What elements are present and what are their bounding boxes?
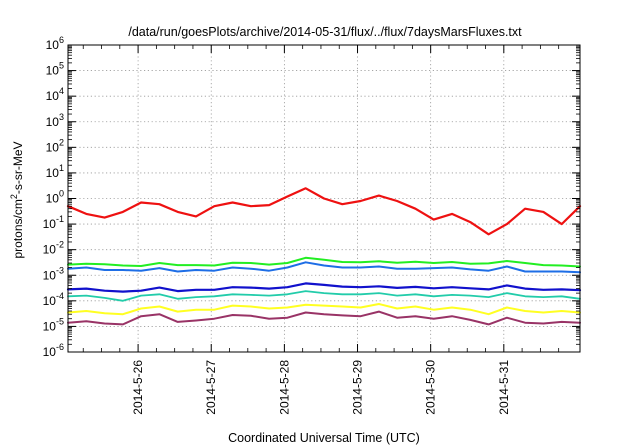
x-tick-label: 2014-5-27 — [204, 360, 218, 415]
y-tick-label: 10-6 — [43, 342, 64, 359]
grid — [68, 45, 580, 352]
x-tick-label: 2014-5-29 — [351, 360, 365, 415]
y-tick-label: 10-3 — [43, 265, 64, 282]
y-tick-label: 106 — [46, 35, 64, 52]
x-tick-label: 2014-5-31 — [497, 360, 511, 415]
series-line-2 — [67, 256, 581, 268]
x-axis-label: Coordinated Universal Time (UTC) — [228, 431, 420, 445]
series-line-1 — [66, 187, 582, 236]
y-tick-label: 101 — [46, 163, 64, 180]
y-tick-label: 103 — [46, 112, 64, 129]
y-tick-label: 100 — [46, 189, 64, 206]
x-tick-label: 2014-5-26 — [131, 360, 145, 415]
series-group — [66, 187, 582, 326]
series-line-6 — [67, 303, 581, 316]
y-tick-label: 105 — [46, 61, 64, 78]
y-tick-label: 10-5 — [43, 316, 64, 333]
series-line-7 — [67, 310, 581, 326]
x-axis-ticks: 2014-5-26 2014-5-27 2014-5-28 2014-5-29 2014… — [82, 45, 560, 415]
y-tick-label: 10-1 — [43, 214, 64, 231]
series-line-3 — [67, 261, 581, 274]
y-tick-label: 104 — [46, 86, 64, 103]
y-axis-ticks: 10-6 10-5 10-4 10-3 10-2 10-1 100 101 102 103 104 1… — [43, 35, 580, 359]
y-tick-label: 10-4 — [43, 291, 64, 308]
x-tick-label: 2014-5-28 — [277, 360, 291, 415]
chart-title: /data/run/goesPlots/archive/2014-05-31/f… — [128, 25, 522, 39]
x-tick-label: 2014-5-30 — [424, 360, 438, 415]
y-tick-label: 10-2 — [43, 240, 64, 257]
y-axis-label: protons/cm2-s-sr-MeV — [9, 141, 25, 258]
y-tick-label: 102 — [46, 137, 64, 154]
series-line-4 — [66, 282, 582, 293]
series-line-5 — [67, 290, 581, 302]
